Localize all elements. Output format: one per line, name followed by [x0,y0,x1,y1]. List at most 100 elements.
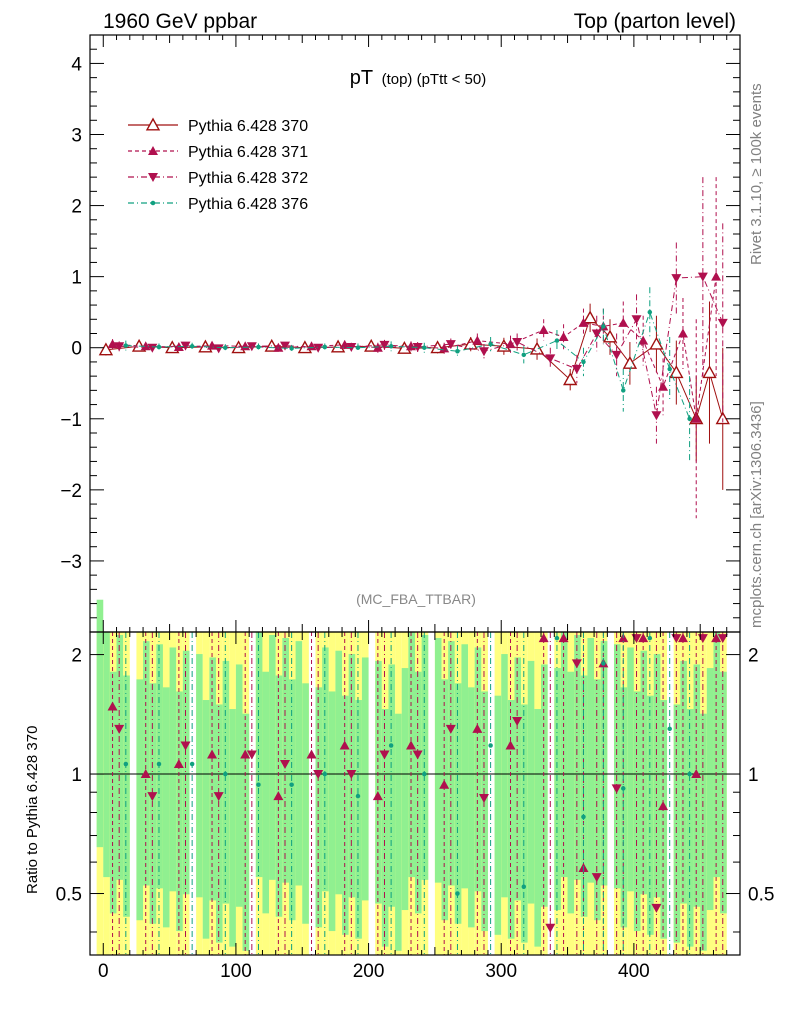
ratio-point [638,633,649,643]
legend-marker [148,146,158,155]
data-point [114,342,125,352]
data-point [711,271,722,281]
ratio-y-tick-label-right: 0.5 [748,885,774,906]
data-point [223,345,228,350]
data-point [691,413,702,423]
chart-title: pT (top) (pTtt < 50) [350,67,486,89]
ratio-point [246,750,257,760]
data-point [563,372,578,386]
ratio-point [156,761,162,767]
data-point [702,365,717,379]
ratio-point [240,749,251,759]
y-tick-label: 2 [71,197,82,218]
y-tick-label: −1 [60,410,82,431]
inner-band [216,704,223,943]
inner-band [229,709,236,947]
legend-label: Pythia 6.428 376 [188,196,308,213]
ratio-point [107,701,118,711]
inner-band [335,650,343,895]
x-tick-label: 0 [98,961,109,982]
ratio-y-tick-label-right: 1 [748,765,759,786]
ratio-point [505,740,516,750]
inner-band [96,599,104,848]
inner-band [375,660,382,904]
ratio-point [512,717,523,727]
inner-band [415,671,422,914]
legend-entry: Pythia 6.428 370 [128,117,308,135]
data-point [488,341,493,347]
data-point [355,345,361,350]
rivet-version-label: Rivet 3.1.10, ≥ 100k events [748,83,765,265]
data-point [647,309,653,315]
ratio-point [322,771,328,777]
inner-band [302,683,309,924]
inner-band [196,654,203,898]
data-point [671,274,682,284]
inner-band [613,644,621,889]
chart-title-main: pT [350,67,373,89]
inner-band [620,687,628,928]
ratio-point [346,770,357,780]
data-point [256,344,261,350]
inner-band [686,709,694,947]
data-point [189,344,195,349]
inner-band [116,634,124,880]
data-point [379,340,390,350]
inner-band [255,632,263,878]
inner-band [262,671,270,914]
ratio-point [554,635,560,641]
legend-marker [145,117,161,131]
inner-band [388,664,396,907]
legend-label: Pythia 6.428 371 [188,144,308,161]
inner-band [381,709,389,947]
x-tick-label: 100 [220,961,252,982]
inner-band [288,679,296,921]
ratio-point [571,659,582,669]
ratio-point [273,791,284,801]
ratio-series-4 [123,632,692,955]
data-point [322,344,328,350]
ratio-point [140,769,151,779]
series-3 [114,177,728,444]
legend-label: Pythia 6.428 372 [188,170,308,187]
ratio-point [445,724,456,734]
inner-band [322,647,329,892]
inner-band [468,687,475,928]
y-tick-label: 0 [71,339,82,360]
inner-band [700,713,707,951]
inner-band [507,700,515,939]
y-tick-label: −3 [60,552,82,573]
inner-band [647,695,654,935]
ratio-point [717,634,728,644]
ratio-point [280,760,290,770]
ratio-point [611,784,622,794]
data-point [213,344,224,354]
data-point [280,341,290,351]
data-point [512,338,523,348]
inner-band [295,641,303,886]
ratio-y-tick-label: 0.5 [56,885,82,906]
inner-band [176,691,183,932]
y-tick-label: 3 [71,126,82,147]
data-point [273,342,284,352]
ratio-series-2 [107,632,722,955]
data-point [591,329,602,339]
data-point [621,388,626,393]
data-point [582,310,598,324]
inner-band [706,668,714,911]
legend: Pythia 6.428 370 Pythia 6.428 371 Pythia 6… [128,117,308,213]
data-point [240,341,251,351]
inner-band [395,713,402,951]
data-point [618,317,629,327]
inner-band [169,647,177,892]
ratio-y-axis-label: Ratio to Pythia 6.428 370 [24,726,41,894]
inner-band [514,657,522,901]
inner-band [541,664,548,907]
data-point [455,349,460,354]
series-line [125,310,691,419]
inner-band [720,671,727,914]
data-point [472,335,483,345]
data-point [422,345,427,350]
ratio-point [379,750,390,760]
inner-band [633,691,641,932]
